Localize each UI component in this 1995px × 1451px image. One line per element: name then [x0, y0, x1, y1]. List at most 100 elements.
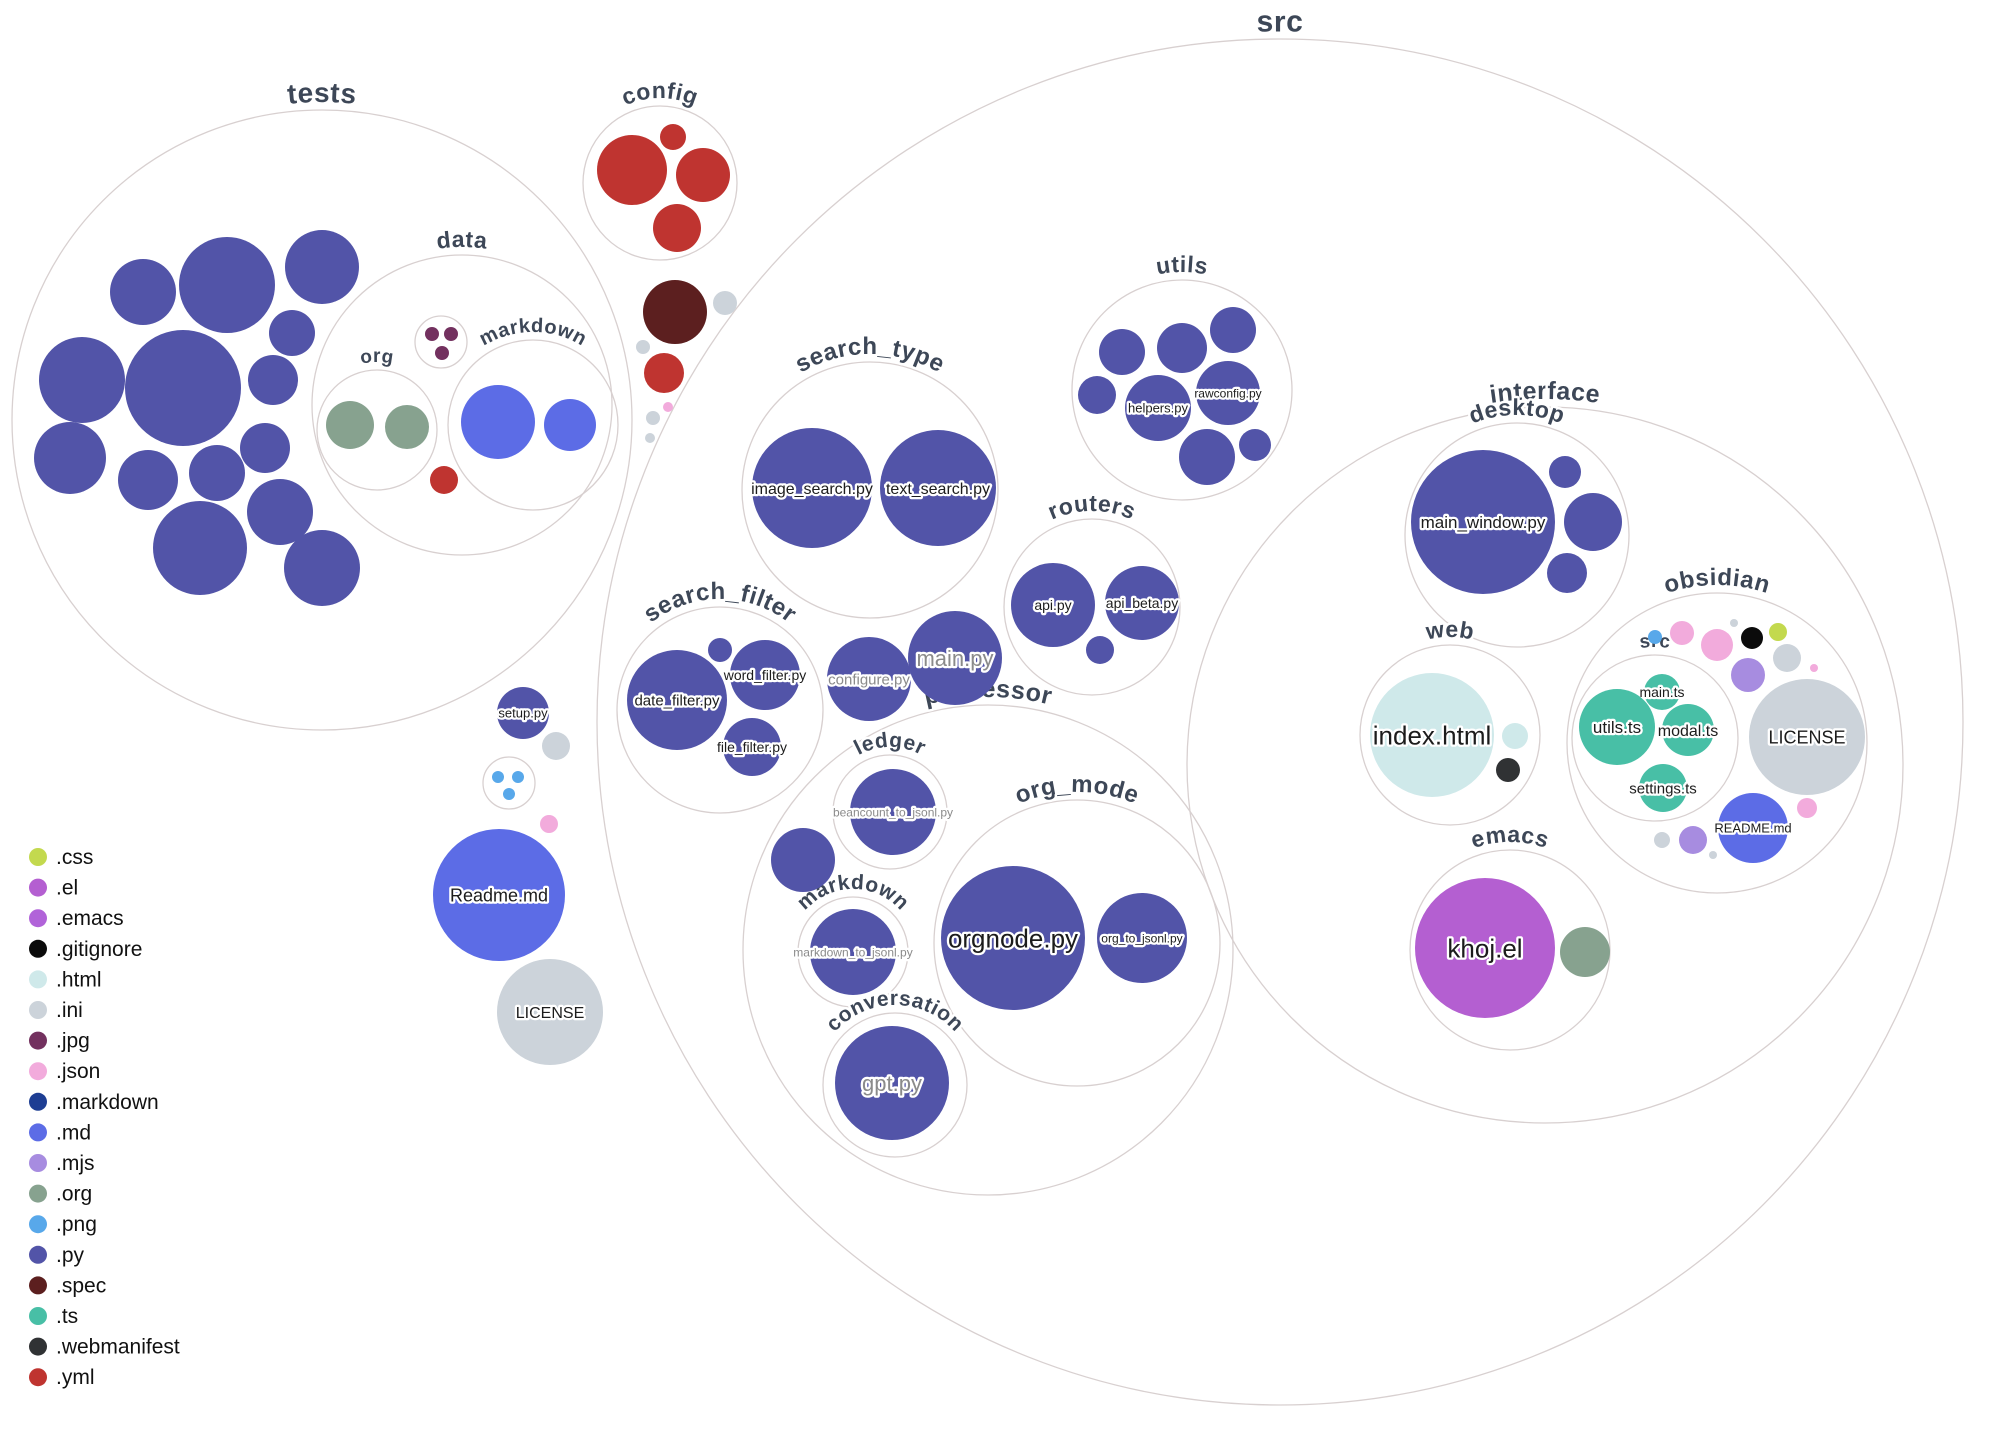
file-circle-helpers.py[interactable] [1125, 375, 1191, 441]
file-circle-orgnode.py[interactable] [941, 866, 1085, 1010]
file-circle-main.ts[interactable] [1644, 674, 1680, 710]
file-circle-py-file-68[interactable] [1564, 493, 1622, 551]
file-circle-py-file-58[interactable] [1099, 329, 1145, 375]
folder-circle-tests[interactable] [11, 109, 633, 731]
file-circle-settings.ts[interactable] [1639, 764, 1687, 812]
folder-circle-config[interactable] [582, 105, 738, 261]
file-circle-py-file-9[interactable] [118, 450, 178, 510]
file-circle-py-file-3[interactable] [39, 337, 125, 423]
folder-circle-utils[interactable] [1071, 279, 1293, 501]
file-circle-org-file-14[interactable] [326, 401, 374, 449]
file-circle-image_search.py[interactable] [752, 428, 872, 548]
file-circle-ini-file-27[interactable] [713, 291, 737, 315]
file-circle-text_search.py[interactable] [880, 430, 996, 546]
folder-circle-data-markdown[interactable] [447, 339, 619, 511]
file-circle-ini-file-28[interactable] [636, 340, 650, 354]
folder-circle-emacs[interactable] [1409, 849, 1611, 1051]
file-circle-json-file-38[interactable] [540, 815, 558, 833]
file-circle-org-file-93[interactable] [1560, 927, 1610, 977]
folder-circle-processor[interactable] [742, 704, 1234, 1196]
file-circle-api_beta.py[interactable] [1105, 566, 1179, 640]
folder-circle-data-jpg-group[interactable] [414, 315, 468, 369]
file-circle-ini-file-88[interactable] [1654, 832, 1670, 848]
folder-circle-data[interactable] [311, 254, 613, 556]
file-circle-configure.py[interactable] [827, 637, 911, 721]
folder-circle-docs-group[interactable] [482, 756, 536, 810]
file-circle-utils.ts[interactable] [1579, 689, 1655, 765]
file-circle-py-file-1[interactable] [179, 237, 275, 333]
file-circle-spec-file-26[interactable] [643, 280, 707, 344]
file-circle-jpg-file-18[interactable] [435, 346, 449, 360]
folder-circle-processor-markdown[interactable] [797, 896, 909, 1008]
file-circle-py-file-69[interactable] [1547, 553, 1587, 593]
file-circle-ini-file-85[interactable] [1773, 644, 1801, 672]
file-circle-py-file-5[interactable] [269, 310, 315, 356]
file-circle-yml-file-22[interactable] [597, 135, 667, 205]
file-circle-modal.ts[interactable] [1662, 704, 1714, 756]
file-circle-mjs-file-89[interactable] [1679, 826, 1707, 854]
file-circle-py-file-65[interactable] [1239, 429, 1271, 461]
file-circle-py-file-12[interactable] [247, 479, 313, 545]
file-circle-gpt.py[interactable] [835, 1026, 949, 1140]
file-circle-py-file-47[interactable] [708, 638, 732, 662]
file-circle-html-file-71[interactable] [1502, 723, 1528, 749]
file-circle-beancount_to_jsonl.py[interactable] [850, 769, 936, 855]
folder-circle-web[interactable] [1359, 644, 1541, 826]
file-circle-word_filter.py[interactable] [730, 640, 800, 710]
file-circle-json-file-80[interactable] [1670, 621, 1694, 645]
file-circle-ini-file-31[interactable] [646, 411, 660, 425]
file-circle-py-file-60[interactable] [1210, 307, 1256, 353]
folder-circle-interface[interactable] [1186, 406, 1904, 1124]
file-circle-yml-file-25[interactable] [653, 204, 701, 252]
file-circle-setup.py[interactable] [497, 687, 549, 739]
file-circle-api.py[interactable] [1011, 563, 1095, 647]
file-circle-py-file-10[interactable] [189, 445, 245, 501]
file-circle-markdown_to_jsonl.py[interactable] [810, 909, 896, 995]
file-circle-py-file-11[interactable] [153, 501, 247, 595]
file-circle-json-file-86[interactable] [1810, 664, 1818, 672]
file-circle-jpg-file-17[interactable] [444, 327, 458, 341]
file-circle-file_filter.py[interactable] [723, 718, 781, 776]
file-circle-png-file-35[interactable] [492, 771, 504, 783]
file-circle-yml-file-29[interactable] [644, 353, 684, 393]
file-circle-rawconfig.py[interactable] [1196, 361, 1260, 425]
file-circle-README.md[interactable] [1718, 793, 1788, 863]
file-circle-py-file-57[interactable] [1086, 636, 1114, 664]
folder-circle-src[interactable] [596, 38, 1964, 1406]
file-circle-org-file-15[interactable] [385, 405, 429, 449]
file-circle-json-file-81[interactable] [1701, 629, 1733, 661]
file-circle-py-file-59[interactable] [1157, 323, 1207, 373]
file-circle-LICENSE[interactable] [1749, 679, 1865, 795]
file-circle-md-file-20[interactable] [544, 399, 596, 451]
file-circle-py-file-64[interactable] [1179, 429, 1235, 485]
folder-circle-obsidian[interactable] [1566, 592, 1868, 894]
file-circle-py-file-13[interactable] [284, 530, 360, 606]
folder-circle-search_filter[interactable] [616, 606, 824, 814]
file-circle-khoj.el[interactable] [1415, 878, 1555, 1018]
file-circle-png-file-36[interactable] [512, 771, 524, 783]
file-circle-ini-file-34[interactable] [542, 732, 570, 760]
file-circle-LICENSE[interactable] [497, 959, 603, 1065]
file-circle-py-file-0[interactable] [110, 259, 176, 325]
folder-circle-search_type[interactable] [741, 361, 999, 619]
file-circle-ini-file-32[interactable] [645, 433, 655, 443]
file-circle-jpg-file-16[interactable] [425, 327, 439, 341]
file-circle-py-file-6[interactable] [248, 355, 298, 405]
file-circle-py-file-8[interactable] [34, 422, 106, 494]
folder-circle-ledger[interactable] [832, 754, 948, 870]
file-circle-webmanifest-file-72[interactable] [1496, 758, 1520, 782]
file-circle-yml-file-23[interactable] [660, 124, 686, 150]
file-circle-py-file-4[interactable] [125, 330, 241, 446]
folder-circle-data-org[interactable] [316, 369, 438, 491]
folder-circle-org_mode[interactable] [933, 799, 1221, 1087]
file-circle-mjs-file-87[interactable] [1731, 658, 1765, 692]
file-circle-date_filter.py[interactable] [627, 650, 727, 750]
file-circle-org_to_jsonl.py[interactable] [1097, 893, 1187, 983]
folder-circle-conversation[interactable] [822, 1012, 968, 1158]
file-circle-json-file-91[interactable] [1797, 798, 1817, 818]
file-circle-py-file-2[interactable] [285, 230, 359, 304]
file-circle-py-file-7[interactable] [240, 423, 290, 473]
folder-circle-routers[interactable] [1003, 518, 1181, 696]
file-circle-yml-file-24[interactable] [676, 148, 730, 202]
file-circle-css-file-84[interactable] [1769, 623, 1787, 641]
